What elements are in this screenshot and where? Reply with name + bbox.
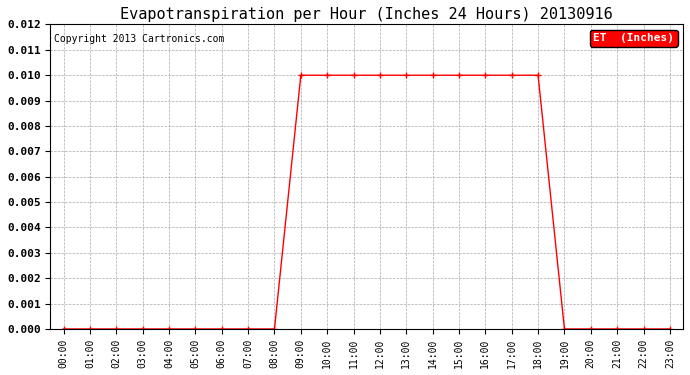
- Legend: ET  (Inches): ET (Inches): [590, 30, 678, 47]
- Text: Copyright 2013 Cartronics.com: Copyright 2013 Cartronics.com: [54, 34, 224, 44]
- Title: Evapotranspiration per Hour (Inches 24 Hours) 20130916: Evapotranspiration per Hour (Inches 24 H…: [120, 7, 613, 22]
